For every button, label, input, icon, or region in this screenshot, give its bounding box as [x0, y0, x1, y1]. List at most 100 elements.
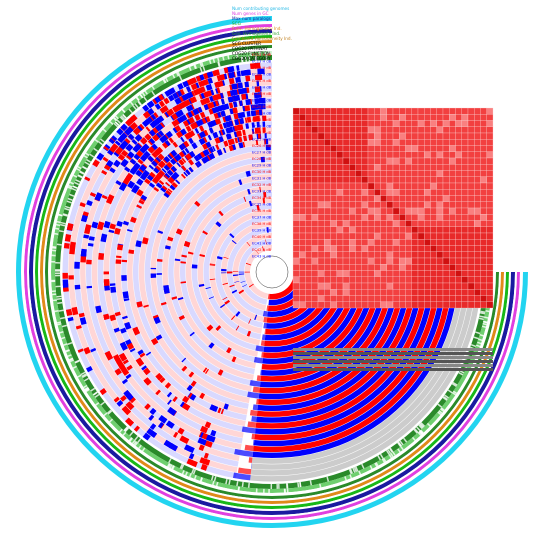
heatmap-cell — [392, 139, 400, 146]
accessory-gene-block — [216, 150, 221, 156]
metadata-tick — [355, 466, 359, 472]
heatmap-cell — [424, 282, 431, 290]
accessory-gene-block — [215, 221, 222, 228]
heatmap-cell — [349, 282, 356, 290]
metadata-tick — [72, 174, 78, 178]
heatmap-cell — [342, 164, 350, 171]
heatmap-cell — [424, 126, 431, 134]
accessory-gene-block — [185, 99, 191, 106]
metadata-tick — [418, 424, 423, 430]
heatmap-cell — [380, 107, 387, 115]
accessory-gene-block — [113, 327, 120, 333]
heatmap-cell — [349, 226, 356, 234]
heatmap-cell — [349, 207, 356, 215]
heatmap-cell — [449, 182, 456, 190]
genome-ring-tail — [255, 345, 265, 352]
accessory-gene-block — [156, 258, 163, 262]
heatmap-cell — [467, 257, 475, 265]
heatmap-cell — [336, 276, 344, 284]
heatmap-cell — [449, 289, 456, 296]
heatmap-cell — [317, 151, 325, 159]
heatmap-cell — [336, 264, 344, 271]
accessory-gene-block — [209, 278, 216, 281]
heatmap-cell — [324, 126, 331, 134]
heatmap-cell — [330, 264, 337, 271]
metadata-tick — [470, 344, 477, 348]
heatmap-cell — [486, 264, 494, 271]
heatmap-cell — [461, 114, 469, 121]
genome-ring-tail — [247, 391, 260, 399]
genome-ring-tail — [234, 448, 254, 458]
accessory-gene-block — [167, 406, 177, 416]
heatmap-cell — [411, 126, 419, 134]
heatmap-cell — [386, 289, 394, 296]
heatmap-cell — [455, 214, 462, 221]
accessory-gene-block — [151, 160, 158, 167]
heatmap-cell — [367, 176, 375, 184]
heatmap-cell — [292, 182, 300, 190]
metadata-tick — [172, 74, 176, 79]
heatmap-cell — [436, 145, 444, 152]
genome-label: EC18 H dB — [252, 92, 272, 96]
accessory-gene-block — [114, 368, 122, 376]
metadata-tick — [165, 77, 169, 83]
heatmap-cell — [380, 220, 387, 227]
heatmap-cell — [442, 182, 450, 190]
heatmap-cell — [455, 232, 462, 240]
accessory-gene-block — [121, 259, 128, 263]
accessory-gene-block — [226, 127, 231, 134]
heatmap-cell — [374, 157, 381, 165]
accessory-gene-block — [146, 427, 158, 439]
accessory-gene-block — [218, 210, 224, 217]
accessory-gene-block — [201, 143, 209, 150]
heatmap-cell — [324, 232, 331, 240]
heatmap-cell — [380, 132, 387, 140]
accessory-gene-block — [137, 125, 143, 132]
heatmap-cell — [380, 232, 387, 240]
heatmap-cell — [417, 232, 425, 240]
accessory-gene-block — [245, 123, 250, 129]
genome-label: EC22 H dB — [252, 118, 272, 122]
accessory-gene-block — [119, 142, 127, 150]
accessory-gene-block — [266, 227, 269, 233]
heatmap-cell — [355, 245, 362, 252]
heatmap-cell — [449, 145, 456, 152]
heatmap-cell — [374, 220, 381, 227]
heatmap-cell — [486, 151, 494, 159]
heatmap-cell — [480, 245, 487, 252]
heatmap-cell — [399, 295, 406, 302]
heatmap-cell — [299, 126, 306, 134]
heatmap-cell — [311, 214, 319, 221]
genome-label: EC43 H dB — [252, 255, 272, 259]
heatmap-cell — [324, 107, 331, 115]
heatmap-cell — [411, 232, 419, 240]
metadata-tick — [56, 321, 62, 324]
accessory-gene-block — [221, 272, 227, 274]
accessory-gene-block — [151, 177, 159, 185]
heatmap-cell — [336, 157, 344, 165]
heatmap-cell — [430, 214, 437, 221]
heatmap-cell — [367, 220, 375, 227]
accessory-gene-block — [170, 165, 178, 173]
heatmap-cell — [480, 282, 487, 290]
heatmap-cell — [317, 270, 325, 277]
heatmap-cell — [342, 114, 350, 121]
accessory-gene-block — [180, 136, 185, 143]
heatmap-cell — [474, 195, 481, 202]
accessory-gene-block — [208, 153, 215, 160]
metadata-tick — [122, 431, 127, 436]
heatmap-cell — [442, 226, 450, 234]
accessory-gene-block — [123, 298, 130, 302]
heatmap-cell — [455, 126, 462, 134]
heatmap-cell — [336, 214, 344, 221]
accessory-gene-block — [124, 137, 131, 145]
heatmap-cell — [324, 151, 331, 159]
accessory-gene-block — [198, 138, 205, 145]
heatmap-cell — [399, 301, 406, 309]
metadata-tick — [388, 454, 393, 459]
heatmap-cell — [467, 170, 475, 177]
metadata-tick — [210, 475, 214, 481]
heatmap-cell — [361, 226, 369, 234]
heatmap-cell — [386, 226, 394, 234]
